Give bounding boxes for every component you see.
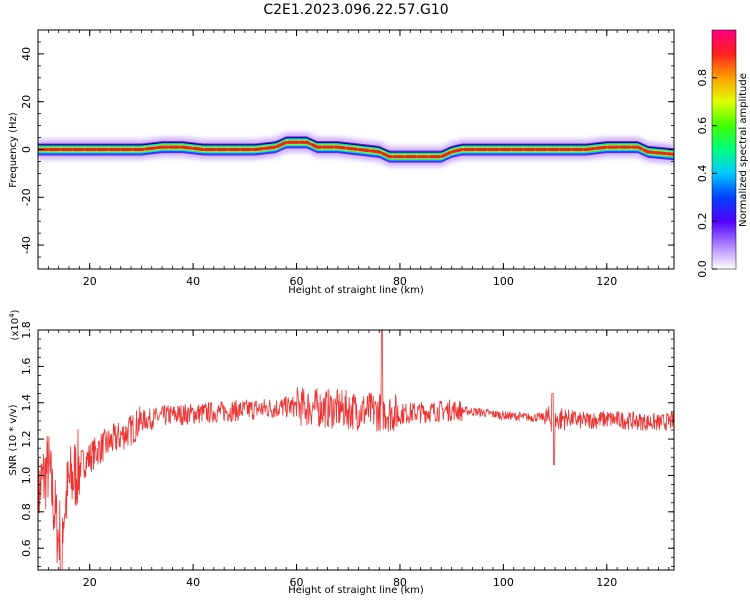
- y-tick-label: -40: [20, 236, 33, 254]
- colorbar-label: Normalized spectral amplitude: [738, 73, 749, 227]
- spectrogram-y-ticks: -40 -20 0 20 40: [20, 29, 674, 270]
- snr-series-line: [38, 330, 674, 570]
- colorbar-gradient: [711, 29, 737, 270]
- y-tick-label: 0: [20, 146, 33, 153]
- x-tick-label: 100: [493, 576, 514, 589]
- y-tick-label: 1.6: [20, 358, 33, 376]
- snr-scale-label: (x104): [8, 309, 21, 340]
- y-tick-label: -20: [20, 188, 33, 206]
- ridge-outline: [38, 137, 674, 153]
- spectrogram-x-axis-label: Height of straight line (km): [288, 285, 424, 296]
- y-tick-label: 1.0: [20, 467, 33, 485]
- colorbar-tick-label: 0.2: [696, 212, 709, 230]
- colorbar-ticks: 0.0 0.2 0.4 0.6 0.8: [696, 69, 717, 278]
- spectral-band: [38, 131, 674, 168]
- x-tick-label: 120: [596, 275, 617, 288]
- colorbar-tick-label: 0.0: [696, 260, 709, 278]
- colorbar-tick-label: 0.8: [696, 69, 709, 87]
- x-tick-label: 100: [493, 275, 514, 288]
- snr-plot-area: [37, 329, 675, 571]
- spectrogram-panel: 20 40 60 80 100 120 -40 -20 0 20 40 Height of str…: [8, 29, 675, 296]
- figure-title: C2E1.2023.096.22.57.G10: [263, 2, 448, 18]
- x-tick-label: 80: [393, 275, 407, 288]
- snr-x-axis-label: Height of straight line (km): [288, 585, 424, 596]
- x-tick-label: 20: [83, 576, 97, 589]
- x-tick-label: 60: [290, 576, 304, 589]
- snr-y-ticks: 0.6 0.8 1.0 1.2 1.4 1.6 1.8: [20, 321, 674, 567]
- x-tick-label: 40: [186, 275, 200, 288]
- colorbar: 0.0 0.2 0.4 0.6 0.8 Normalized spectral ampl…: [696, 29, 749, 278]
- snr-panel: 20 40 60 80 100 120 0.6 0.8 1.0 1.2 1.4 1.6 1.8 Hei…: [8, 309, 675, 596]
- y-tick-label: 1.4: [20, 394, 33, 412]
- y-tick-label: 40: [20, 47, 33, 61]
- y-tick-label: 1.2: [20, 430, 33, 448]
- snr-x-ticks: 20 40 60 80 100 120: [37, 330, 670, 589]
- spectrogram-y-axis-label: Frequency (Hz): [8, 112, 19, 188]
- colorbar-tick-label: 0.4: [696, 165, 709, 183]
- spectrogram-x-ticks: 20 40 60 80 100 120: [37, 30, 670, 288]
- colorbar-tick-label: 0.6: [696, 117, 709, 135]
- y-tick-label: 0.6: [20, 539, 33, 557]
- band-core: [38, 140, 674, 159]
- x-tick-label: 80: [393, 576, 407, 589]
- x-tick-label: 60: [290, 275, 304, 288]
- y-tick-label: 1.8: [20, 321, 33, 339]
- y-tick-label: 20: [20, 95, 33, 109]
- x-tick-label: 120: [596, 576, 617, 589]
- snr-y-axis-label: SNR (10 * v/v): [8, 404, 19, 475]
- y-tick-label: 0.8: [20, 503, 33, 521]
- x-tick-label: 20: [83, 275, 97, 288]
- x-tick-label: 40: [186, 576, 200, 589]
